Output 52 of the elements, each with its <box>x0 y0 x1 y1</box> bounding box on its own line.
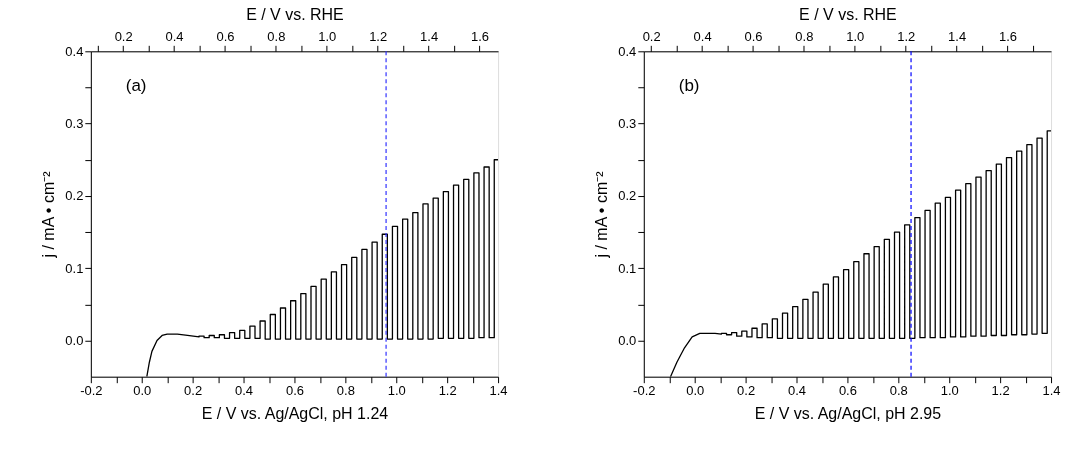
x-tick-label: -0.2 <box>633 383 656 399</box>
x-tick-label: 0.0 <box>133 383 152 399</box>
y-tick-label: 0.1 <box>618 260 637 276</box>
x2-tick-label: 1.6 <box>470 28 489 44</box>
x-tick-label: 0.8 <box>336 383 355 399</box>
x-tick-label: 0.4 <box>235 383 254 399</box>
x2-tick-label: 1.2 <box>897 28 916 44</box>
x2-tick-label: 0.6 <box>744 28 763 44</box>
x2-tick-label: 1.0 <box>318 28 337 44</box>
x2-tick-label: 1.0 <box>846 28 865 44</box>
y-tick-label: 0.0 <box>618 333 637 349</box>
x2-tick-label: 0.6 <box>216 28 235 44</box>
annotation: (a) <box>125 76 147 96</box>
x2-tick-label: 0.4 <box>693 28 712 44</box>
x2-tick-label: 1.4 <box>948 28 967 44</box>
x-axis-title: E / V vs. Ag/AgCl, pH 1.24 <box>201 405 389 423</box>
y-tick-label: 0.1 <box>65 260 84 276</box>
y-tick-label: 0.0 <box>65 333 84 349</box>
x-tick-label: 0.8 <box>889 383 908 399</box>
x2-tick-label: 0.8 <box>267 28 286 44</box>
y-tick-label: 0.2 <box>618 188 637 204</box>
x-tick-label: 1.4 <box>1042 383 1061 399</box>
x-tick-label: -0.2 <box>80 383 103 399</box>
y-tick-label: 0.4 <box>618 43 637 59</box>
y-tick-label: 0.3 <box>618 116 637 132</box>
x-tick-label: 0.2 <box>184 383 203 399</box>
x2-tick-label: 0.8 <box>795 28 814 44</box>
x2-tick-label: 1.2 <box>369 28 388 44</box>
x-tick-label: 0.6 <box>285 383 304 399</box>
x-tick-label: 1.0 <box>387 383 406 399</box>
y-tick-label: 0.4 <box>65 43 84 59</box>
x2-axis-title: E / V vs. RHE <box>246 5 344 23</box>
x-tick-label: 0.0 <box>686 383 705 399</box>
x2-tick-label: 1.6 <box>998 28 1018 44</box>
x2-tick-label: 0.2 <box>642 28 661 44</box>
x-tick-label: 1.2 <box>438 383 457 399</box>
x2-tick-label: 1.4 <box>420 28 439 44</box>
x-axis-title: E / V vs. Ag/AgCl, pH 2.95 <box>754 405 942 423</box>
y-axis-title: j / mA • cm⁻² <box>40 170 58 259</box>
x2-axis-title: E / V vs. RHE <box>799 5 897 23</box>
y-tick-label: 0.3 <box>65 116 84 132</box>
x-tick-label: 0.2 <box>737 383 756 399</box>
x-tick-label: 1.2 <box>991 383 1010 399</box>
x-tick-label: 0.4 <box>787 383 807 399</box>
y-tick-label: 0.2 <box>65 188 84 204</box>
x2-tick-label: 0.2 <box>114 28 133 44</box>
x2-tick-label: 0.4 <box>165 28 184 44</box>
annotation: (b) <box>678 76 700 96</box>
x-tick-label: 0.6 <box>838 383 857 399</box>
x-tick-label: 1.0 <box>940 383 959 399</box>
x-tick-label: 1.4 <box>489 383 508 399</box>
y-axis-title: j / mA • cm⁻² <box>593 170 611 259</box>
